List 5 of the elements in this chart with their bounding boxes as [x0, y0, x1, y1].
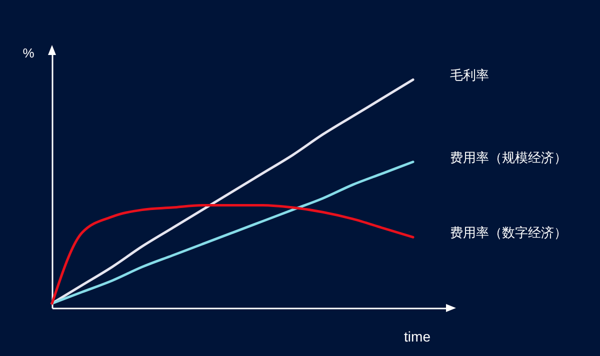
- y-axis-title: %: [22, 46, 35, 60]
- text: 费用率（规模经济）: [450, 150, 568, 165]
- text: 毛利率: [450, 68, 490, 83]
- text: 费用率（数字经济）: [450, 225, 568, 240]
- x-axis-title: time: [404, 328, 431, 344]
